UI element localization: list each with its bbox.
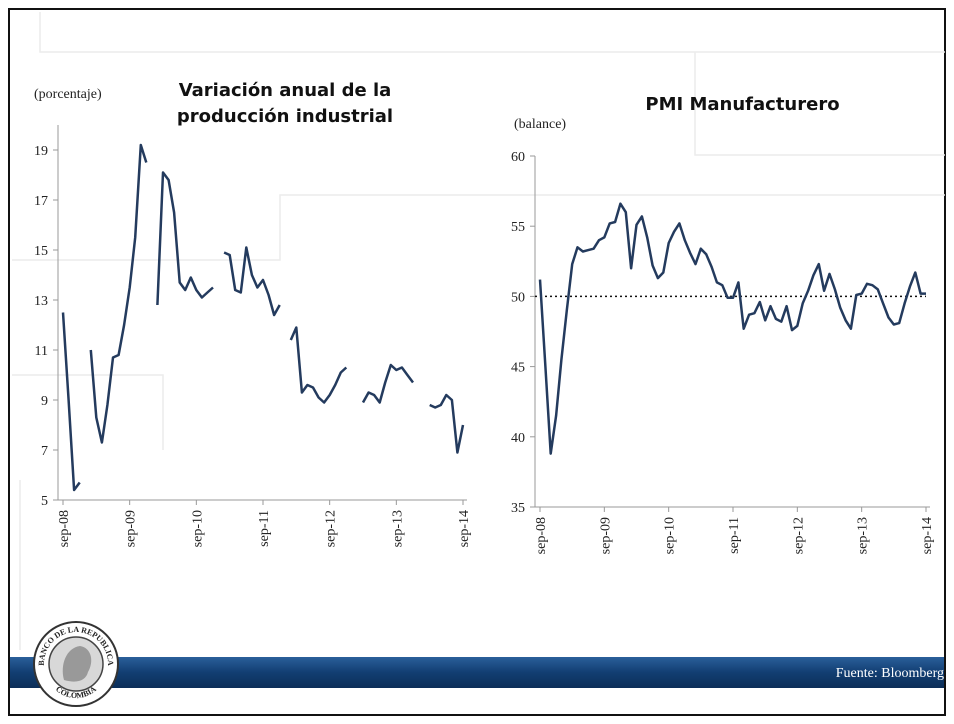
y-tick-label: 60	[511, 150, 525, 165]
data-line	[538, 202, 926, 455]
x-tick-label: sep-12	[791, 517, 806, 554]
logo: BANCO DE LA REPUBLICA COLOMBIA	[33, 621, 119, 707]
y-tick-label: 9	[41, 394, 48, 409]
x-tick-label: sep-13	[390, 510, 405, 547]
data-line	[61, 143, 465, 492]
slide-frame	[8, 8, 946, 716]
y-axis-label: (balance)	[514, 117, 566, 132]
x-tick-label: sep-14	[457, 510, 472, 547]
y-tick-label: 15	[34, 244, 48, 259]
x-tick-label: sep-08	[534, 517, 549, 554]
y-tick-label: 17	[34, 194, 48, 209]
y-tick-label: 45	[511, 361, 525, 376]
y-tick-label: 5	[41, 494, 48, 509]
y-tick-label: 50	[511, 290, 525, 305]
x-tick-label: sep-09	[598, 517, 613, 554]
decoration	[12, 12, 945, 650]
y-tick-label: 35	[511, 501, 525, 516]
chart-title: Variación anual de la producción industr…	[176, 80, 394, 127]
y-tick-label: 55	[511, 220, 525, 235]
x-tick-label: sep-12	[324, 510, 339, 547]
footer-band	[10, 657, 944, 688]
x-tick-label: sep-09	[124, 510, 139, 547]
y-tick-label: 7	[41, 444, 48, 459]
x-tick-label: sep-11	[257, 510, 272, 547]
source: Fuente: Bloomberg	[836, 666, 944, 681]
chart-title: PMI Manufacturero	[645, 94, 840, 115]
x-tick-label: sep-14	[920, 517, 935, 554]
x-tick-label: sep-11	[727, 517, 742, 554]
x-tick-label: sep-08	[57, 510, 72, 547]
x-tick-label: sep-10	[190, 510, 205, 547]
y-tick-label: 11	[35, 344, 48, 359]
y-tick-label: 40	[511, 431, 525, 446]
y-tick-label: 13	[34, 294, 48, 309]
x-tick-label: sep-10	[663, 517, 678, 554]
x-tick-label: sep-13	[856, 517, 871, 554]
y-tick-label: 19	[34, 144, 48, 159]
y-axis-label: (porcentaje)	[34, 87, 102, 102]
